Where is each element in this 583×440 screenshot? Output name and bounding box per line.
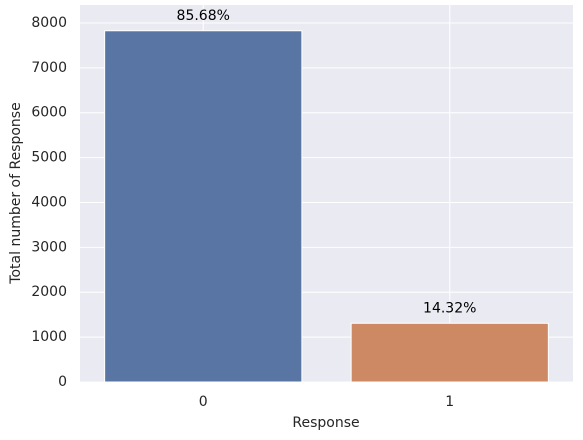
bar — [104, 30, 303, 383]
y-tick-label: 1000 — [31, 329, 67, 345]
x-axis-label: Response — [292, 415, 359, 431]
bar-annotation: 14.32% — [423, 300, 476, 316]
bar — [350, 322, 549, 383]
y-tick-label: 8000 — [31, 15, 67, 31]
y-tick-label: 3000 — [31, 239, 67, 255]
y-tick-label: 4000 — [31, 194, 67, 210]
y-tick-label: 6000 — [31, 105, 67, 121]
y-axis-label: Total number of Response — [8, 102, 24, 284]
x-tick-label: 1 — [445, 394, 454, 410]
y-tick-label: 0 — [58, 374, 67, 390]
x-tick-label: 0 — [199, 394, 208, 410]
bar-annotation: 85.68% — [177, 8, 230, 24]
y-tick-label: 2000 — [31, 284, 67, 300]
y-tick-label: 7000 — [31, 60, 67, 76]
y-tick-label: 5000 — [31, 150, 67, 166]
